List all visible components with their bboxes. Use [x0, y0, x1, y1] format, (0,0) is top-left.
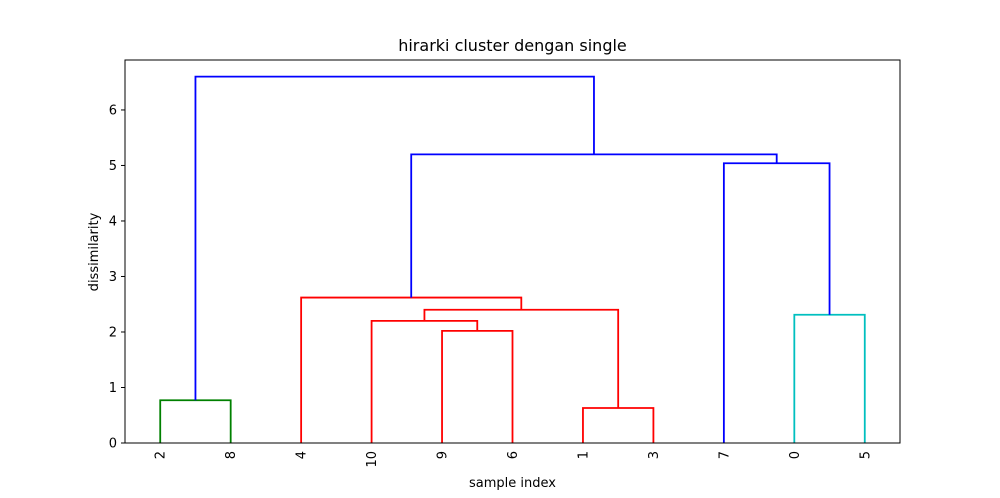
y-tick-label-5: 5: [109, 159, 117, 174]
y-tick-label-0: 0: [109, 437, 117, 452]
dendrogram-link-3: [370, 319, 479, 443]
dendrogram-link-9: [194, 75, 595, 401]
y-tick-label-2: 2: [109, 325, 117, 340]
dendrogram-links: [159, 75, 866, 443]
x-tick-label-9: 0: [788, 451, 803, 459]
dendrogram-link-4: [423, 308, 620, 409]
x-tick-label-7: 3: [647, 451, 662, 459]
x-tick-label-8: 7: [717, 451, 732, 459]
dendrogram-link-1: [582, 407, 655, 443]
dendrogram-link-7: [722, 162, 831, 443]
x-tick-label-0: 2: [154, 451, 169, 459]
x-tick-label-2: 4: [295, 451, 310, 459]
y-tick-label-4: 4: [109, 214, 117, 229]
x-tick-label-10: 5: [858, 451, 873, 459]
chart-title: hirarki cluster dengan single: [398, 36, 627, 55]
dendrogram-link-6: [793, 313, 866, 443]
y-tick-label-3: 3: [109, 270, 117, 285]
x-axis-label: sample index: [469, 476, 556, 491]
dendrogram-link-8: [410, 153, 778, 298]
dendrogram-link-2: [441, 329, 514, 443]
x-tick-label-1: 8: [224, 451, 239, 459]
y-axis-ticks: 0 1 2 3 4 5 6: [109, 103, 125, 452]
x-tick-label-4: 9: [436, 451, 451, 459]
x-axis-ticks: 2 8 4 10 9 6 1 3 7 0 5: [154, 451, 874, 468]
x-tick-label-5: 6: [506, 451, 521, 459]
y-tick-label-6: 6: [109, 103, 117, 118]
x-tick-label-3: 10: [365, 451, 380, 468]
y-axis-label: dissimilarity: [87, 212, 102, 291]
x-tick-label-6: 1: [576, 451, 591, 459]
dendrogram-link-0: [159, 399, 232, 443]
plot-frame: [124, 59, 901, 444]
y-tick-label-1: 1: [109, 381, 117, 396]
dendrogram-link-5: [300, 296, 523, 443]
